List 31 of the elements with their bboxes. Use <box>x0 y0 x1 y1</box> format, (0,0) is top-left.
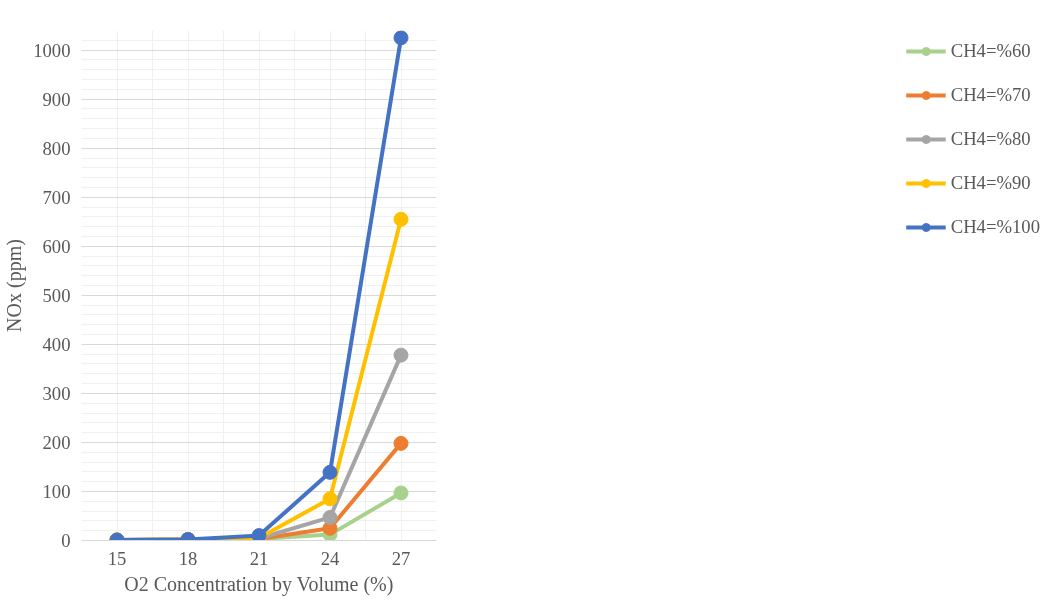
y-tick-label: 0 <box>61 530 71 551</box>
point <box>393 30 409 46</box>
y-tick-label: 500 <box>42 284 71 306</box>
x-tick-label: 21 <box>249 547 269 569</box>
y-tick-label: 800 <box>42 137 71 159</box>
point <box>393 485 409 501</box>
legend-label: CH4=%100 <box>950 216 1040 238</box>
point <box>322 464 338 480</box>
point <box>393 435 409 451</box>
x-tick-label: 18 <box>178 547 198 569</box>
x-axis-title: O2 Concentration by Volume (%) <box>124 572 394 596</box>
x-tick-label: 15 <box>107 547 127 569</box>
y-tick-label: 200 <box>42 431 71 453</box>
point <box>322 509 338 525</box>
point <box>322 491 338 507</box>
legend-label: CH4=%80 <box>950 128 1031 150</box>
y-tick-label: 700 <box>42 186 71 208</box>
x-tick-label: 24 <box>320 547 340 569</box>
point <box>393 211 409 227</box>
y-axis-title: NOx (ppm) <box>3 239 27 332</box>
legend-label: CH4=%70 <box>950 84 1031 106</box>
point <box>393 347 409 363</box>
y-tick-label: 300 <box>42 382 71 404</box>
y-tick-label: 100 <box>42 480 71 502</box>
y-tick-label: 900 <box>42 88 71 110</box>
x-tick-label: 27 <box>391 547 411 569</box>
legend-label: CH4=%60 <box>950 40 1031 62</box>
y-tick-label: 1000 <box>33 39 71 61</box>
y-tick-label: 400 <box>42 333 71 355</box>
y-tick-label: 600 <box>42 235 71 257</box>
legend-label: CH4=%90 <box>950 172 1031 194</box>
